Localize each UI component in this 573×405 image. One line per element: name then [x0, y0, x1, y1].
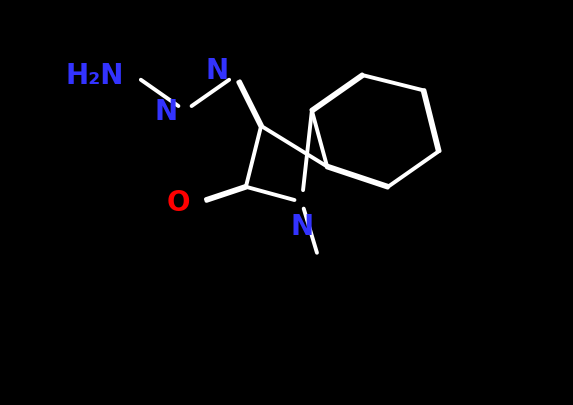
Text: N: N: [154, 98, 178, 125]
Text: O: O: [167, 189, 190, 216]
Text: N: N: [205, 57, 228, 85]
Text: N: N: [290, 213, 313, 241]
Text: H₂N: H₂N: [66, 62, 124, 90]
